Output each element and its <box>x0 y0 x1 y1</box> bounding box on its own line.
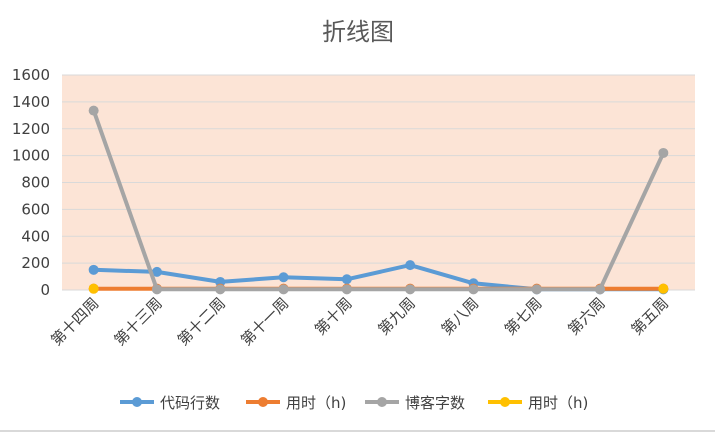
data-point <box>341 284 352 295</box>
data-point <box>531 284 542 295</box>
x-tick-label: 第十一周 <box>237 294 292 349</box>
legend-point-marker <box>500 397 510 407</box>
y-axis-ticks: 0 200 400 600 800 1000 1200 1400 1600 <box>12 66 50 299</box>
data-point <box>88 264 99 275</box>
legend-point-marker <box>132 397 142 407</box>
x-tick-label: 第八周 <box>438 294 483 339</box>
x-tick-label: 第十四周 <box>47 294 102 349</box>
y-tick-label: 400 <box>21 227 50 245</box>
legend-label: 代码行数 <box>160 394 220 412</box>
x-axis-ticks: 第十四周 第十三周 第十二周 第十一周 第十周 第九周 第八周 第七周 第六周 第五周 <box>47 294 672 349</box>
data-point <box>151 266 162 277</box>
x-tick-label: 第十三周 <box>111 294 166 349</box>
y-tick-label: 600 <box>21 200 50 218</box>
legend-item: 用时（h) <box>246 394 346 412</box>
y-tick-label: 1400 <box>12 93 50 111</box>
data-point <box>658 147 669 158</box>
data-point <box>405 284 416 295</box>
data-point <box>215 284 226 295</box>
x-tick-label: 第七周 <box>501 294 546 339</box>
data-point <box>405 260 416 271</box>
data-point <box>595 284 606 295</box>
data-point <box>88 105 99 116</box>
data-point <box>88 283 99 294</box>
x-tick-label: 第五周 <box>628 294 673 339</box>
series-3 <box>88 105 669 295</box>
y-tick-label: 1600 <box>12 66 50 84</box>
series-line <box>91 108 666 292</box>
y-tick-label: 0 <box>40 281 50 299</box>
data-point <box>151 284 162 295</box>
legend-point-marker <box>258 397 268 407</box>
data-point <box>278 284 289 295</box>
legend-label: 用时（h) <box>286 394 346 412</box>
legend-label: 博客字数 <box>405 394 465 412</box>
data-point <box>468 284 479 295</box>
series-4 <box>88 283 669 294</box>
legend-item: 博客字数 <box>365 394 465 412</box>
legend-label: 用时（h) <box>528 394 588 412</box>
y-tick-label: 200 <box>21 254 50 272</box>
bottom-divider <box>0 430 715 432</box>
series-lines <box>88 105 669 295</box>
data-point <box>278 272 289 283</box>
legend-item: 代码行数 <box>120 394 220 412</box>
legend: 代码行数 用时（h) 博客字数 用时（h) <box>120 394 588 412</box>
x-tick-label: 第九周 <box>374 294 419 339</box>
y-tick-label: 1200 <box>12 120 50 138</box>
y-tick-label: 800 <box>21 174 50 192</box>
legend-item: 用时（h) <box>488 394 588 412</box>
chart-title: 折线图 <box>322 18 394 46</box>
x-tick-label: 第六周 <box>564 294 609 339</box>
y-tick-label: 1000 <box>12 147 50 165</box>
x-tick-label: 第十周 <box>311 294 356 339</box>
legend-point-marker <box>377 397 387 407</box>
data-point <box>341 274 352 285</box>
x-tick-label: 第十二周 <box>174 294 229 349</box>
data-point <box>658 283 669 294</box>
